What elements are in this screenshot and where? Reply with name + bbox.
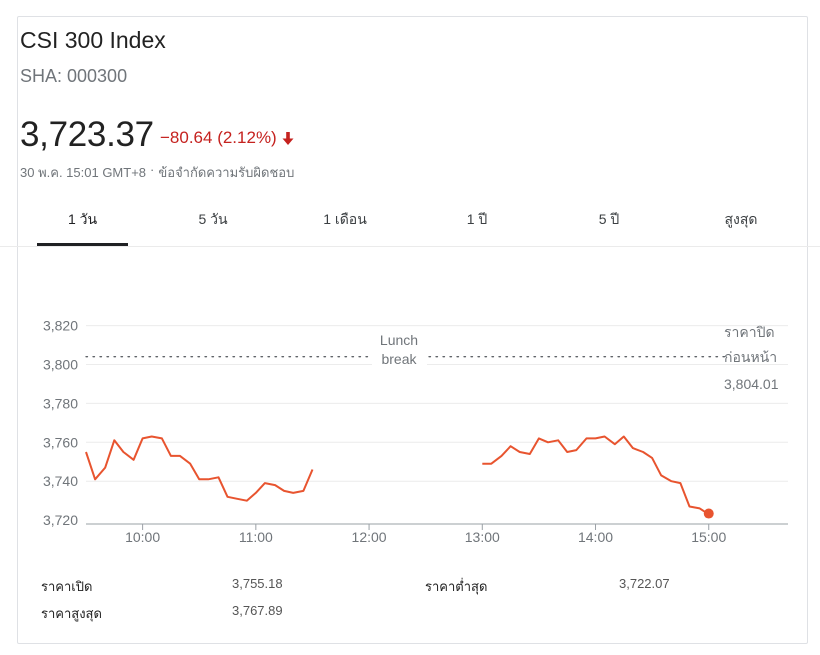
arrow-down-icon bbox=[282, 132, 294, 145]
last-price-dot bbox=[703, 508, 714, 519]
y-tick-label: 3,760 bbox=[43, 434, 78, 450]
lunch-break-label: Lunch bbox=[380, 332, 418, 348]
open-label: ราคาเปิด bbox=[41, 579, 93, 594]
previous-close-value: 3,804.01 bbox=[724, 376, 779, 392]
tab-max[interactable]: สูงสุด bbox=[724, 211, 758, 227]
tab-1-day[interactable]: 1 วัน bbox=[37, 198, 128, 246]
x-tick-label: 14:00 bbox=[578, 529, 613, 545]
y-tick-label: 3,800 bbox=[43, 356, 78, 372]
tab-5-days[interactable]: 5 วัน bbox=[198, 211, 228, 227]
x-tick-label: 10:00 bbox=[125, 529, 160, 545]
price-line-afternoon bbox=[482, 435, 710, 516]
tab-1-year[interactable]: 1 ปี bbox=[466, 211, 488, 227]
quote-meta: 30 พ.ค. 15:01 GMT+8 · ข้อจำกัดความรับผิด… bbox=[20, 162, 294, 183]
y-tick-label: 3,780 bbox=[43, 395, 78, 411]
disclaimer-link[interactable]: ข้อจำกัดความรับผิดชอบ bbox=[158, 165, 295, 180]
tab-1-month[interactable]: 1 เดือน bbox=[323, 211, 367, 227]
x-tick-label: 11:00 bbox=[239, 529, 273, 545]
y-tick-label: 3,820 bbox=[43, 318, 78, 334]
low-label: ราคาต่ำสุด bbox=[425, 579, 488, 594]
ticker-symbol: SHA: 000300 bbox=[20, 66, 128, 86]
previous-close-label: ก่อนหน้า bbox=[724, 349, 777, 365]
high-label: ราคาสูงสุด bbox=[41, 606, 102, 621]
intraday-line-chart[interactable]: 3,820 3,800 3,780 3,760 3,740 3,720 10:00 11:00… bbox=[0, 280, 820, 550]
x-tick-label: 13:00 bbox=[465, 529, 500, 545]
y-tick-label: 3,740 bbox=[43, 473, 78, 489]
quote-timestamp: 30 พ.ค. 15:01 GMT+8 bbox=[20, 165, 147, 180]
range-tabs: 1 วัน 5 วัน 1 เดือน 1 ปี 5 ปี สูงสุด bbox=[0, 198, 820, 247]
previous-close-label: ราคาปิด bbox=[724, 324, 775, 340]
price-line-morning bbox=[85, 435, 314, 502]
index-title: CSI 300 Index bbox=[20, 27, 166, 53]
price-change-value: −80.64 (2.12%) bbox=[160, 128, 277, 147]
meta-separator: · bbox=[150, 162, 155, 177]
x-tick-label: 12:00 bbox=[352, 529, 387, 545]
low-value: 3,722.07 bbox=[619, 576, 670, 591]
lunch-break-backdrop bbox=[372, 329, 427, 367]
open-value: 3,755.18 bbox=[232, 576, 283, 591]
high-value: 3,767.89 bbox=[232, 603, 283, 618]
y-tick-label: 3,720 bbox=[43, 512, 78, 528]
current-price: 3,723.37 bbox=[20, 115, 154, 154]
lunch-break-label: break bbox=[381, 351, 417, 367]
tab-5-years[interactable]: 5 ปี bbox=[598, 211, 620, 227]
price-change: −80.64 (2.12%) bbox=[160, 128, 294, 148]
x-tick-label: 15:00 bbox=[691, 529, 726, 545]
